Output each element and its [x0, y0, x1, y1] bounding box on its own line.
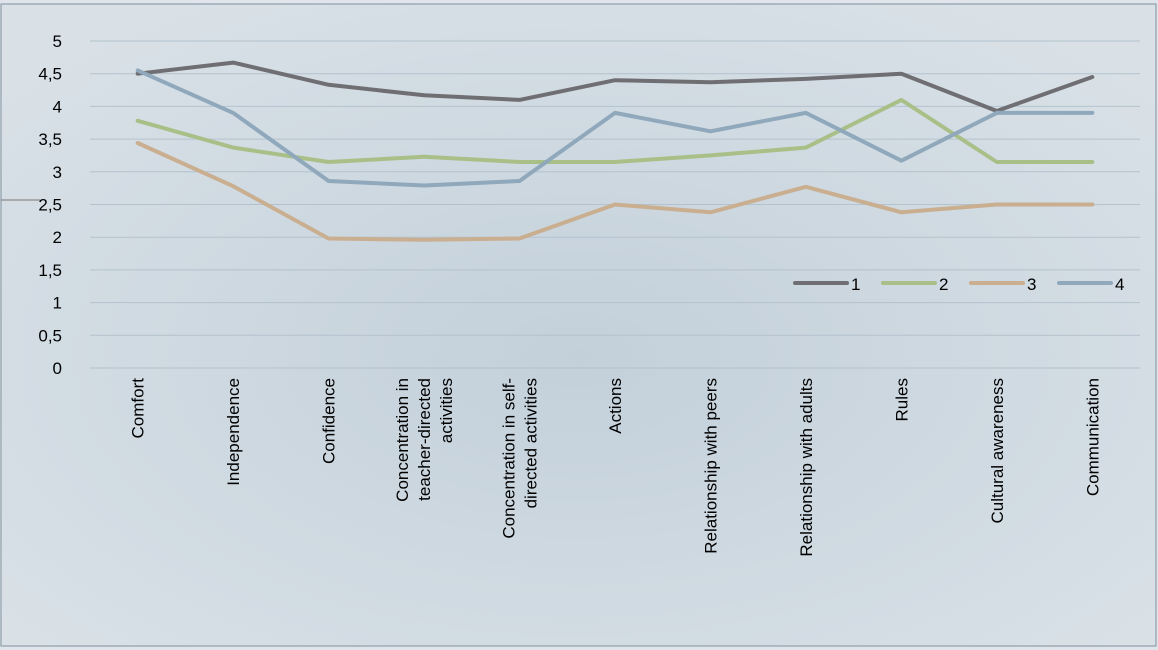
x-tick-label: Relationship with peers [701, 378, 720, 554]
x-tick-label: Confidence [320, 378, 339, 464]
x-category-label: Concentration in teacher-directed activiti… [393, 378, 456, 502]
x-tick-label: Relationship with adults [797, 378, 816, 557]
data-point [518, 237, 522, 241]
data-point [899, 159, 903, 163]
data-point [422, 155, 426, 159]
data-point [422, 93, 426, 97]
y-tick-label: 3,5 [38, 130, 62, 149]
x-tick-label: Concentration in self- [500, 378, 519, 539]
x-tick-label: Actions [606, 378, 625, 434]
data-point [231, 146, 235, 150]
y-tick-label: 0 [53, 359, 62, 378]
plot-frame [0, 3, 1157, 647]
y-tick-label: 0,5 [38, 326, 62, 345]
data-point [327, 237, 331, 241]
data-point [613, 160, 617, 164]
y-tick-label: 2 [53, 228, 62, 247]
data-point [327, 83, 331, 87]
data-point [1090, 75, 1094, 79]
y-tick-label: 3 [53, 163, 62, 182]
data-point [613, 78, 617, 82]
data-point [136, 119, 140, 123]
data-point [708, 129, 712, 133]
legend-label: 1 [851, 275, 860, 294]
legend-label: 2 [939, 275, 948, 294]
data-point [899, 72, 903, 76]
data-point [518, 160, 522, 164]
data-point [613, 111, 617, 115]
data-point [1090, 111, 1094, 115]
y-tick-label: 1 [53, 294, 62, 313]
data-point [518, 179, 522, 183]
x-category-label: Actions [606, 378, 625, 434]
x-category-label: Confidence [320, 378, 339, 464]
legend-entry: 1 [793, 275, 860, 294]
data-point [995, 203, 999, 206]
data-point [327, 179, 331, 183]
data-point [804, 77, 808, 81]
data-point [136, 72, 140, 76]
y-tick-label: 4 [53, 97, 62, 116]
x-tick-label: Independence [224, 378, 243, 486]
data-point [136, 141, 140, 145]
x-category-label: Comfort [129, 378, 148, 439]
y-tick-label: 1,5 [38, 261, 62, 280]
x-tick-label: Rules [892, 378, 911, 421]
data-point [422, 184, 426, 188]
data-point [422, 238, 426, 242]
legend-entry: 4 [1057, 275, 1124, 294]
x-tick-label: Communication [1083, 378, 1102, 496]
data-point [995, 111, 999, 115]
y-tick-label: 2,5 [38, 196, 62, 215]
x-category-label: Cultural awareness [988, 378, 1007, 524]
legend-label: 4 [1115, 275, 1124, 294]
data-point [708, 80, 712, 84]
x-tick-label: Comfort [129, 378, 148, 439]
x-tick-label: teacher-directed [415, 378, 434, 501]
data-point [613, 203, 617, 206]
x-tick-label: Cultural awareness [988, 378, 1007, 524]
x-category-label: Communication [1083, 378, 1102, 496]
data-point [1090, 160, 1094, 164]
data-point [231, 184, 235, 188]
legend-label: 3 [1027, 275, 1036, 294]
data-point [708, 210, 712, 214]
data-point [804, 146, 808, 150]
data-point [327, 160, 331, 164]
data-point [231, 111, 235, 115]
data-point [136, 68, 140, 72]
data-point [995, 160, 999, 164]
x-category-label: Concentration in self-directed activitie… [500, 378, 541, 539]
data-point [231, 61, 235, 65]
x-category-label: Rules [892, 378, 911, 421]
x-category-label: Independence [224, 378, 243, 486]
data-point [518, 98, 522, 102]
data-point [804, 111, 808, 115]
y-tick-label: 5 [53, 32, 62, 51]
x-category-label: Relationship with adults [797, 378, 816, 557]
data-point [708, 153, 712, 157]
x-tick-label: activities [437, 378, 456, 443]
data-point [1090, 203, 1094, 206]
data-point [899, 98, 903, 102]
data-point [899, 210, 903, 214]
data-point [804, 185, 808, 189]
x-tick-label: Concentration in [393, 378, 412, 502]
y-tick-label: 4,5 [38, 65, 62, 84]
legend-entry: 3 [969, 275, 1036, 294]
x-tick-label: directed activities [522, 378, 541, 508]
x-category-label: Relationship with peers [701, 378, 720, 554]
legend-entry: 2 [881, 275, 948, 294]
